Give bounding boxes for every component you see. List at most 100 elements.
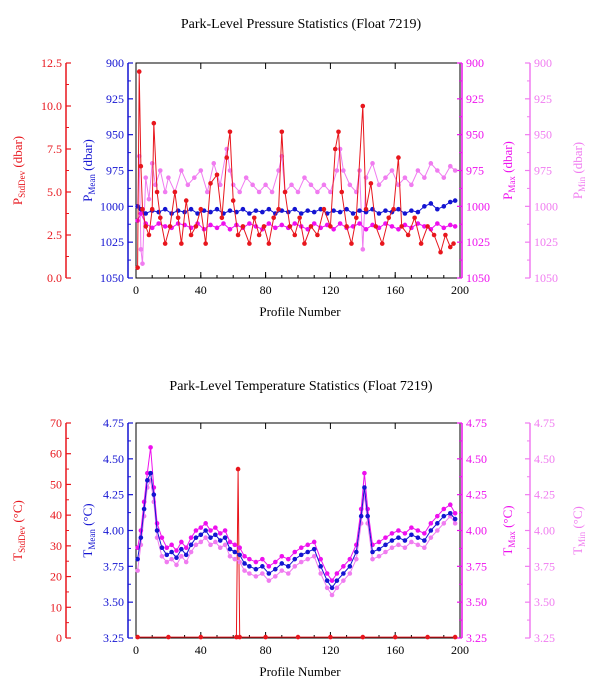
mean-data-point: [138, 535, 144, 540]
mean-data-point: [247, 564, 252, 569]
max-data-point: [402, 531, 408, 536]
axis-label-unit: (dbar): [80, 139, 95, 174]
min-data-point: [302, 175, 307, 180]
min-data-point: [179, 554, 184, 559]
max-data-point: [232, 542, 238, 548]
std-data-point: [360, 634, 366, 640]
x-tick-label: 200: [451, 643, 469, 657]
axis-label-unit: (dbar): [500, 141, 515, 176]
std-data-point: [151, 120, 157, 126]
std-data-point: [332, 146, 338, 152]
x-tick-label: 160: [386, 643, 404, 657]
std-data-point: [282, 189, 288, 195]
max-data-point: [253, 559, 259, 565]
max-data-point: [447, 502, 453, 508]
std-axis-tick-label: 10.0: [41, 99, 62, 113]
max-axis-tick-label: 975: [466, 164, 484, 178]
mean-data-point: [396, 535, 401, 540]
mean-data-point: [292, 556, 298, 562]
max-data-point: [273, 225, 278, 231]
axis-label-unit: (dbar): [10, 136, 25, 171]
max-data-point: [329, 578, 335, 583]
std-data-point: [438, 249, 443, 255]
max-data-point: [174, 548, 179, 553]
min-axis-tick-label: 3.75: [534, 559, 555, 573]
min-data-point: [315, 189, 320, 195]
mean-data-point: [344, 206, 349, 212]
std-axis-tick-label: 10: [50, 600, 62, 614]
mean-data-point: [292, 206, 298, 212]
mean-data-point: [266, 571, 272, 576]
std-data-point: [198, 206, 204, 212]
mean-data-point: [383, 542, 388, 548]
axis-label-symbol: P: [80, 195, 95, 202]
mean-data-point: [331, 208, 336, 213]
min-data-point: [328, 189, 333, 195]
min-axis-tick-label: 4.50: [534, 452, 555, 466]
std-axis-tick-label: 0: [56, 631, 62, 645]
x-tick-label: 120: [321, 283, 339, 297]
temperature-plot-frame: [135, 422, 461, 639]
std-data-point: [443, 232, 448, 238]
max-data-point: [365, 506, 370, 512]
mean-axis-label: TMean (°C): [80, 503, 97, 557]
mean-data-point: [208, 209, 213, 215]
mean-data-point: [222, 535, 228, 540]
max-data-point: [409, 525, 414, 530]
mean-data-point: [148, 470, 153, 476]
mean-data-point: [232, 549, 238, 555]
mean-data-point: [357, 208, 362, 213]
min-data-point: [321, 182, 327, 188]
max-data-point: [198, 525, 204, 530]
axis-label-symbol: P: [500, 193, 515, 200]
min-data-point: [237, 189, 242, 195]
axis-label-symbol: P: [10, 198, 25, 205]
max-data-point: [435, 513, 440, 519]
max-data-point: [383, 535, 388, 540]
std-data-point: [271, 215, 277, 221]
max-data-point: [188, 535, 194, 540]
max-data-point: [285, 556, 291, 562]
min-data-point: [198, 168, 204, 173]
std-data-point: [363, 206, 369, 212]
mean-data-point: [452, 198, 458, 203]
std-data-point: [451, 241, 456, 246]
min-data-point: [435, 168, 440, 173]
mean-data-point: [279, 561, 285, 566]
axis-label-unit: (°C): [500, 505, 515, 531]
min-data-point: [370, 161, 375, 166]
axis-label-subscript: Min: [577, 176, 587, 192]
std-data-point: [203, 241, 208, 246]
mean-data-point: [376, 211, 382, 216]
mean-data-point: [285, 564, 291, 569]
std-data-point: [412, 215, 417, 221]
std-axis-label: PStdDev (dbar): [10, 136, 27, 205]
std-data-point: [140, 206, 145, 212]
min-data-point: [318, 571, 323, 576]
max-axis-tick-label: 1050: [466, 271, 490, 285]
mean-data-point: [188, 542, 194, 548]
std-data-point: [295, 634, 301, 640]
max-data-point: [341, 564, 346, 569]
min-data-point: [409, 539, 414, 545]
min-data-point: [138, 247, 144, 252]
mean-data-point: [415, 209, 421, 215]
min-data-point: [193, 542, 199, 548]
mean-data-point: [452, 516, 458, 522]
max-data-point: [179, 539, 184, 545]
max-data-point: [334, 571, 340, 576]
min-data-point: [402, 545, 408, 550]
mean-data-point: [242, 561, 247, 566]
pressure-chart-title: Park-Level Pressure Statistics (Float 72…: [181, 17, 422, 32]
max-axis-tick-label: 925: [466, 92, 484, 106]
mean-data-point: [237, 552, 242, 558]
max-data-point: [149, 225, 155, 231]
mean-data-point: [266, 206, 272, 212]
mean-data-point: [145, 478, 150, 483]
max-data-point: [214, 225, 220, 231]
std-data-point: [175, 215, 181, 221]
mean-axis-tick-label: 4.00: [103, 524, 124, 538]
min-data-point: [441, 521, 447, 526]
std-data-point: [315, 232, 320, 238]
